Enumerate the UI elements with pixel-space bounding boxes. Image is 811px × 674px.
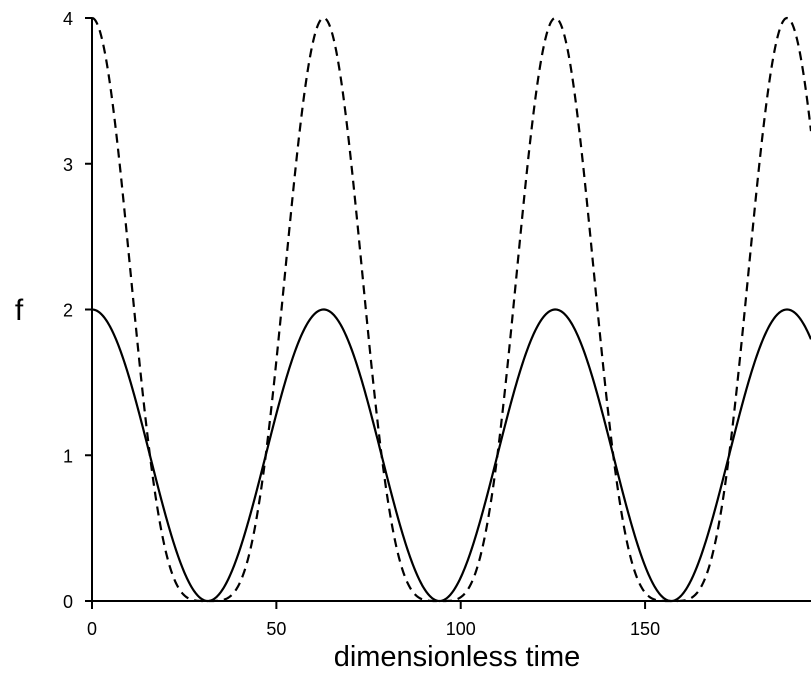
x-axis-tick-label: 0 <box>87 619 97 639</box>
y-axis-tick-label: 0 <box>63 592 73 612</box>
series-layer <box>91 16 811 603</box>
x-axis-tick-label: 50 <box>266 619 286 639</box>
x-axis-tick-label: 150 <box>630 619 660 639</box>
y-axis-tick-label: 2 <box>63 301 73 321</box>
x-axis-title: dimensionless time <box>334 641 581 673</box>
dashed-series-line <box>91 16 811 603</box>
y-axis-tick-label: 1 <box>63 446 73 466</box>
y-axis-tick-label: 3 <box>63 155 73 175</box>
y-axis-title: f <box>15 294 24 327</box>
x-axis-tick-label: 100 <box>446 619 476 639</box>
solid-series-line <box>91 308 811 603</box>
y-axis-tick-label: 4 <box>63 9 73 29</box>
tick-layer: 0 1 2 3 4 0 50 100 150 <box>63 9 660 639</box>
